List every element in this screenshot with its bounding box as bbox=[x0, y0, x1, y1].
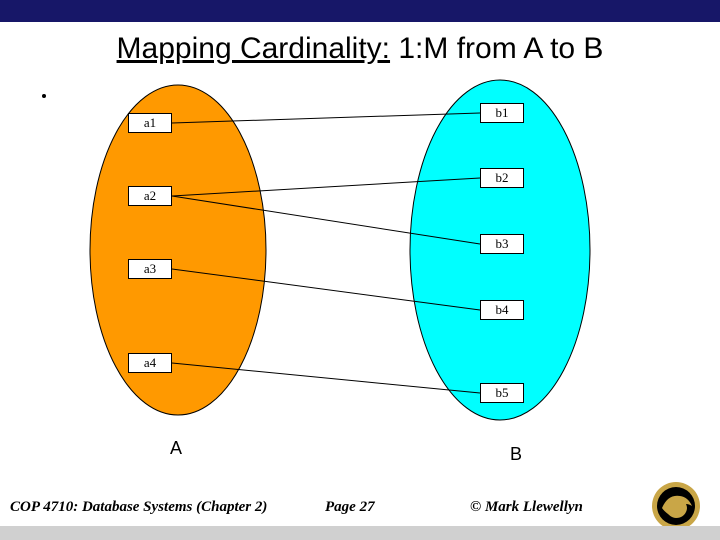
set-b-label: B bbox=[510, 444, 522, 465]
node-b1: b1 bbox=[480, 103, 524, 123]
edge-a4-b5 bbox=[172, 363, 480, 393]
node-b3: b3 bbox=[480, 234, 524, 254]
edge-a3-b4 bbox=[172, 269, 480, 310]
title-rest: 1:M from A to B bbox=[390, 32, 603, 65]
bottom-bar bbox=[0, 526, 720, 540]
slide-title: Mapping Cardinality: 1:M from A to B bbox=[0, 32, 720, 66]
mapping-diagram-svg bbox=[0, 0, 720, 540]
edge-a1-b1 bbox=[172, 113, 480, 123]
edge-a2-b2 bbox=[172, 178, 480, 196]
node-b2: b2 bbox=[480, 168, 524, 188]
edges-group bbox=[172, 113, 480, 393]
node-b5: b5 bbox=[480, 383, 524, 403]
node-b4: b4 bbox=[480, 300, 524, 320]
node-a2: a2 bbox=[128, 186, 172, 206]
bullet-dot bbox=[42, 94, 46, 98]
edge-a2-b3 bbox=[172, 196, 480, 244]
node-a4: a4 bbox=[128, 353, 172, 373]
footer-course: COP 4710: Database Systems (Chapter 2) bbox=[10, 499, 267, 516]
footer: COP 4710: Database Systems (Chapter 2) P… bbox=[0, 492, 720, 522]
footer-page: Page 27 bbox=[325, 499, 375, 516]
title-underlined: Mapping Cardinality: bbox=[117, 32, 390, 65]
set-a-ellipse bbox=[90, 85, 266, 415]
node-a3: a3 bbox=[128, 259, 172, 279]
footer-author: © Mark Llewellyn bbox=[470, 499, 583, 516]
set-a-label: A bbox=[170, 438, 182, 459]
top-bar bbox=[0, 0, 720, 22]
slide: Mapping Cardinality: 1:M from A to B a1 a… bbox=[0, 0, 720, 540]
node-a1: a1 bbox=[128, 113, 172, 133]
